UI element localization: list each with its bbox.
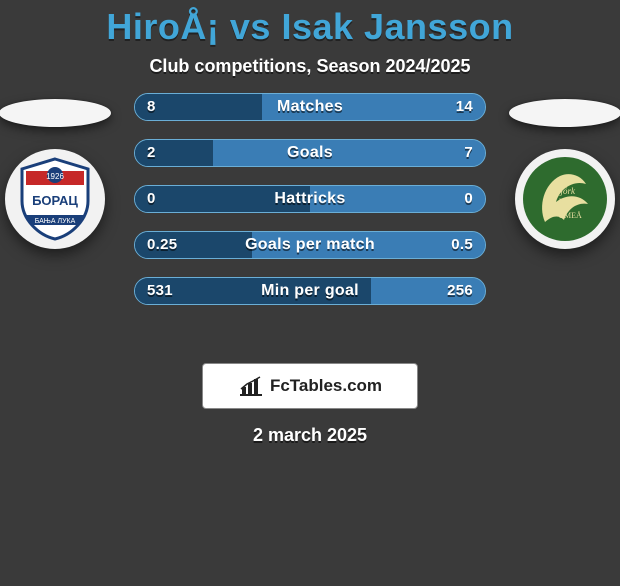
svg-text:БАЊА ЛУКА: БАЊА ЛУКА: [35, 218, 76, 225]
stat-value-right: 0.5: [451, 232, 473, 258]
player-right-crest: Björk löven UMEÅ: [515, 149, 615, 249]
stat-bar: 8Matches14: [134, 93, 486, 121]
svg-text:Björk: Björk: [555, 186, 576, 196]
stat-value-right: 7: [464, 140, 473, 166]
svg-text:UMEÅ: UMEÅ: [558, 211, 582, 220]
svg-text:БОРАЦ: БОРАЦ: [32, 193, 78, 208]
stat-bar: 2Goals7: [134, 139, 486, 167]
bar-chart-icon: [238, 375, 264, 397]
leaf-badge-icon: Björk löven UMEÅ: [520, 154, 610, 244]
stat-label: Matches: [135, 94, 485, 120]
stat-bar: 0Hattricks0: [134, 185, 486, 213]
stat-bar: 0.25Goals per match0.5: [134, 231, 486, 259]
subtitle: Club competitions, Season 2024/2025: [0, 56, 620, 77]
stat-value-right: 256: [447, 278, 473, 304]
brand-box[interactable]: FcTables.com: [202, 363, 418, 409]
player-left-crest: 1926 БОРАЦ БАЊА ЛУКА: [5, 149, 105, 249]
player-left-side: 1926 БОРАЦ БАЊА ЛУКА: [0, 93, 115, 353]
comparison-card: HiroÅ¡ vs Isak Jansson Club competitions…: [0, 6, 620, 446]
stat-label: Goals: [135, 140, 485, 166]
stat-label: Min per goal: [135, 278, 485, 304]
svg-text:1926: 1926: [46, 172, 64, 181]
comparison-stage: 1926 БОРАЦ БАЊА ЛУКА Björk löven UMEÅ 8M…: [0, 93, 620, 353]
stat-bars: 8Matches14 2Goals7 0Hattricks0 0.25Goals pe…: [134, 93, 486, 323]
shield-icon: 1926 БОРАЦ БАЊА ЛУКА: [16, 157, 94, 241]
svg-text:löven: löven: [558, 197, 578, 207]
brand-text: FcTables.com: [270, 376, 382, 396]
stat-value-right: 0: [464, 186, 473, 212]
date-label: 2 march 2025: [0, 425, 620, 446]
player-right-ellipse: [509, 99, 620, 127]
stat-value-right: 14: [456, 94, 473, 120]
stat-label: Goals per match: [135, 232, 485, 258]
page-title: HiroÅ¡ vs Isak Jansson: [0, 6, 620, 48]
stat-label: Hattricks: [135, 186, 485, 212]
player-right-side: Björk löven UMEÅ: [505, 93, 620, 353]
player-left-ellipse: [0, 99, 111, 127]
stat-bar: 531Min per goal256: [134, 277, 486, 305]
